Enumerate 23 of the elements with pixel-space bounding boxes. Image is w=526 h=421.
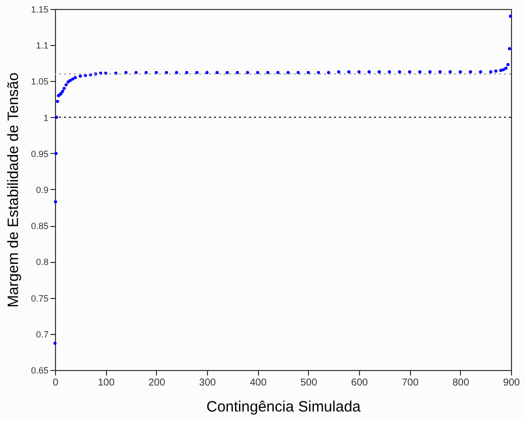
x-tick-label: 200 [148, 378, 166, 388]
y-tick-label: 1.05 [30, 76, 48, 87]
y-tick-label: 0.8 [36, 257, 48, 268]
y-axis-title: Margem de Estabilidade de Tensão [4, 72, 22, 308]
x-tick-label: 700 [402, 378, 419, 388]
x-tick-label: 800 [452, 378, 470, 388]
y-tick-label: 0.9 [36, 185, 48, 195]
y-tick-label: 0.7 [36, 329, 48, 340]
y-tick-label: 1 [43, 112, 48, 123]
x-tick-label: 100 [98, 378, 115, 388]
x-tick-label: 500 [300, 378, 318, 388]
x-axis-title: Contingência Simulada [206, 398, 362, 416]
x-tick-label: 300 [199, 378, 216, 388]
y-tick-label: 1.15 [30, 4, 48, 14]
x-tick-label: 900 [503, 378, 520, 388]
y-tick-label: 0.75 [30, 293, 48, 304]
y-tick-label: 0.85 [30, 221, 48, 232]
x-tick-label: 600 [351, 378, 368, 388]
y-tick-label: 0.65 [30, 366, 48, 376]
y-tick-label: 0.95 [30, 148, 48, 159]
x-tick-label: 400 [250, 378, 267, 388]
y-tick-label: 1.1 [36, 40, 48, 51]
x-tick-label: 0 [52, 378, 59, 388]
